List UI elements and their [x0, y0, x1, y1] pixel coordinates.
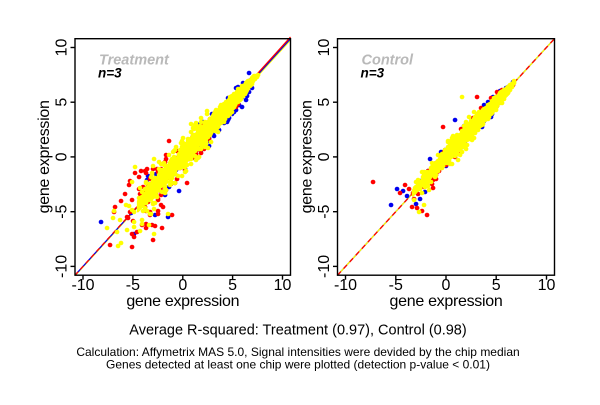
- svg-text:5: 5: [54, 98, 71, 107]
- svg-text:10: 10: [538, 277, 556, 294]
- svg-text:0: 0: [316, 152, 333, 161]
- svg-text:-5: -5: [54, 204, 71, 218]
- svg-text:Treatment: Treatment: [99, 53, 170, 69]
- svg-text:10: 10: [316, 39, 333, 57]
- svg-text:gene expression: gene expression: [299, 100, 316, 213]
- svg-text:n=3: n=3: [98, 66, 122, 81]
- svg-text:gene expression: gene expression: [36, 100, 53, 213]
- svg-text:Genes detected at least one ch: Genes detected at least one chip were pl…: [106, 358, 490, 372]
- svg-text:-10: -10: [71, 277, 94, 294]
- svg-text:10: 10: [54, 39, 71, 57]
- svg-text:5: 5: [228, 277, 237, 294]
- svg-text:-5: -5: [316, 204, 333, 218]
- svg-text:gene expression: gene expression: [390, 293, 503, 310]
- svg-text:Control: Control: [362, 53, 415, 69]
- svg-text:0: 0: [54, 152, 71, 161]
- svg-text:Average R-squared: Treatment (: Average R-squared: Treatment (0.97), Con…: [129, 322, 466, 338]
- svg-text:10: 10: [274, 277, 292, 294]
- svg-text:0: 0: [178, 277, 187, 294]
- svg-text:-5: -5: [389, 277, 403, 294]
- svg-text:Calculation: Affymetrix MAS 5.: Calculation: Affymetrix MAS 5.0, Signal …: [76, 345, 519, 359]
- svg-text:-10: -10: [54, 255, 71, 278]
- svg-text:n=3: n=3: [361, 66, 385, 81]
- svg-text:-5: -5: [126, 277, 140, 294]
- svg-text:-10: -10: [334, 277, 357, 294]
- svg-text:5: 5: [316, 98, 333, 107]
- svg-text:-10: -10: [316, 255, 333, 278]
- svg-text:gene expression: gene expression: [126, 293, 239, 310]
- svg-text:5: 5: [492, 277, 501, 294]
- svg-text:0: 0: [442, 277, 451, 294]
